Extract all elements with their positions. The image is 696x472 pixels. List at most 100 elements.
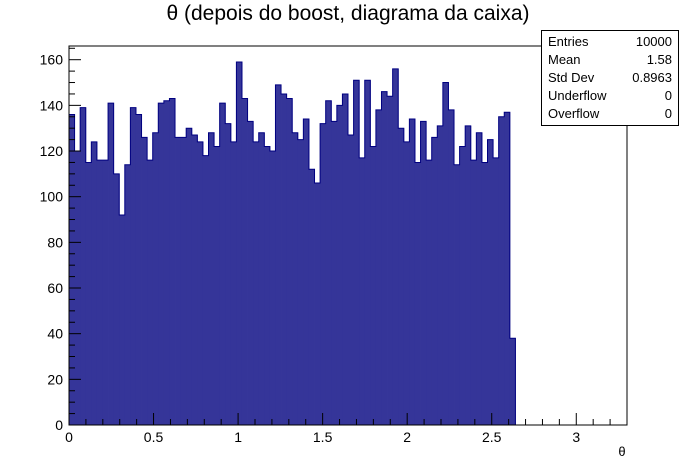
histogram-bar bbox=[314, 182, 321, 425]
histogram-bar bbox=[119, 214, 126, 425]
histogram-bar bbox=[202, 155, 209, 425]
histogram-bar bbox=[342, 93, 349, 425]
histogram-bar bbox=[96, 160, 103, 426]
histogram-bar bbox=[214, 146, 221, 425]
histogram-bar bbox=[487, 139, 494, 425]
histogram-bar bbox=[286, 98, 293, 425]
y-tick-label: 120 bbox=[40, 143, 64, 159]
x-tick-label: 0 bbox=[65, 429, 73, 445]
histogram-bar bbox=[275, 84, 282, 425]
histogram-bar bbox=[459, 146, 466, 425]
histogram-bar bbox=[85, 162, 92, 425]
histogram-bar bbox=[197, 141, 204, 425]
histogram-bar bbox=[175, 137, 181, 425]
histogram-bar bbox=[241, 98, 248, 425]
histogram-bar bbox=[147, 160, 154, 426]
stats-row-underflow: Underflow 0 bbox=[548, 88, 672, 106]
stats-mean-value: 1.58 bbox=[646, 52, 672, 67]
histogram-bar bbox=[303, 119, 310, 425]
y-tick-label: 100 bbox=[40, 189, 64, 205]
histogram-bar bbox=[253, 141, 260, 425]
stats-row-std: Std Dev 0.8963 bbox=[548, 70, 672, 88]
histogram-bar bbox=[163, 100, 170, 426]
x-tick-label: 2 bbox=[403, 429, 411, 445]
histogram-bar bbox=[481, 162, 488, 425]
histogram-bar bbox=[102, 160, 109, 426]
histogram-bar bbox=[308, 169, 315, 425]
histogram-bar bbox=[297, 139, 304, 425]
histogram-bar bbox=[292, 132, 299, 425]
histogram-bar bbox=[247, 121, 254, 425]
y-tick-label: 60 bbox=[47, 280, 63, 296]
histogram-bar bbox=[498, 116, 505, 426]
histogram-outline bbox=[68, 61, 516, 425]
y-tick-label: 20 bbox=[47, 371, 63, 387]
histogram-bar bbox=[230, 141, 237, 425]
histogram-bar bbox=[108, 103, 115, 426]
histogram-bar bbox=[375, 109, 382, 426]
histogram-bar bbox=[403, 141, 410, 425]
stats-box: Entries 10000 Mean 1.58 Std Dev 0.8963 U… bbox=[541, 30, 679, 126]
stats-overflow-label: Overflow bbox=[548, 106, 600, 121]
histogram-bar bbox=[258, 132, 265, 425]
histogram-bar bbox=[69, 114, 75, 426]
histogram-bar bbox=[124, 164, 131, 425]
histogram-bar bbox=[130, 107, 137, 425]
histogram-bar bbox=[493, 157, 500, 426]
stats-entries-value: 10000 bbox=[635, 34, 672, 49]
histogram-bar bbox=[414, 162, 421, 425]
x-tick-label: 1.5 bbox=[313, 429, 333, 445]
histogram-bar bbox=[191, 135, 198, 425]
plot-frame bbox=[68, 45, 628, 426]
x-tick-label: 1 bbox=[234, 429, 242, 445]
x-tick-label: 2.5 bbox=[482, 429, 502, 445]
stats-row-overflow: Overflow 0 bbox=[548, 106, 672, 124]
histogram-bar bbox=[359, 157, 366, 426]
stats-overflow-value: 0 bbox=[664, 106, 672, 121]
histogram-bar bbox=[169, 98, 176, 425]
y-tick-label: 80 bbox=[47, 234, 63, 250]
histogram-bar bbox=[91, 141, 98, 425]
stats-row-mean: Mean 1.58 bbox=[548, 52, 672, 70]
histogram-bar bbox=[370, 146, 377, 425]
x-axis-label: θ bbox=[618, 444, 625, 459]
histogram-bar bbox=[470, 160, 477, 426]
x-tick-label: 3 bbox=[572, 429, 580, 445]
histogram-bar bbox=[431, 137, 438, 425]
histogram-bar bbox=[180, 137, 187, 425]
histogram-bar bbox=[504, 112, 511, 425]
histogram-bar bbox=[353, 80, 360, 426]
histogram-bar bbox=[208, 132, 215, 425]
histogram-bar bbox=[158, 103, 165, 426]
histogram-bar bbox=[392, 68, 399, 425]
histogram-bar bbox=[320, 123, 327, 426]
stats-underflow-label: Underflow bbox=[548, 88, 607, 103]
histogram-bar bbox=[219, 103, 226, 426]
stats-std-value: 0.8963 bbox=[632, 70, 672, 85]
y-tick-label: 40 bbox=[47, 326, 63, 342]
x-tick-label: 0.5 bbox=[144, 429, 164, 445]
histogram-bar bbox=[269, 151, 276, 425]
stats-underflow-value: 0 bbox=[664, 88, 672, 103]
stats-entries-label: Entries bbox=[548, 34, 589, 49]
chart-title: θ (depois do boost, diagrama da caixa) bbox=[166, 2, 530, 25]
histogram-bar bbox=[80, 107, 87, 425]
histogram-bar bbox=[225, 123, 232, 426]
histogram-bar bbox=[281, 93, 288, 425]
histogram-bar bbox=[509, 338, 516, 425]
stats-std-label: Std Dev bbox=[548, 70, 595, 85]
histogram-bar bbox=[448, 109, 455, 426]
stats-row-entries: Entries 10000 bbox=[548, 34, 672, 52]
histogram-bar bbox=[236, 61, 243, 425]
y-tick-label: 0 bbox=[55, 417, 63, 433]
stats-mean-label: Mean bbox=[548, 52, 581, 67]
y-tick-label: 140 bbox=[40, 97, 64, 113]
histogram-bar bbox=[152, 132, 159, 425]
histogram-bar bbox=[364, 80, 371, 426]
histogram-bar bbox=[454, 164, 460, 425]
histogram-bar bbox=[135, 114, 142, 426]
histogram-bar bbox=[476, 132, 483, 425]
histogram-bar bbox=[325, 100, 332, 426]
histogram-bar bbox=[398, 128, 405, 426]
